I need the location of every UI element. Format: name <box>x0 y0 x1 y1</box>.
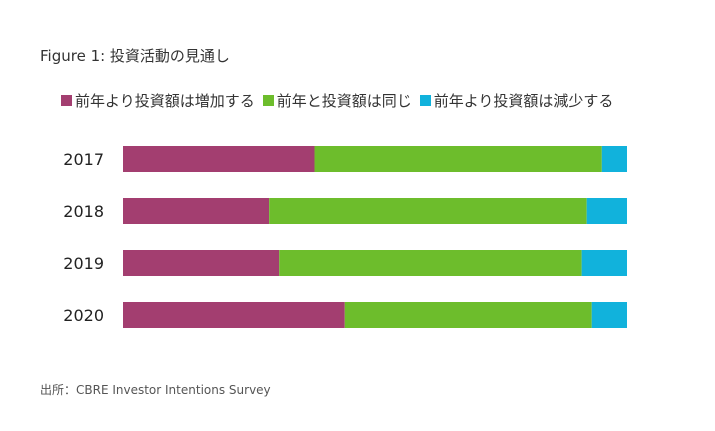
bar-segment-2020-series-2 <box>591 302 627 328</box>
bar-segment-2019-series-0 <box>123 250 280 276</box>
category-label-2019: 2019 <box>63 254 104 273</box>
legend-swatch-increase <box>61 95 72 106</box>
legend-label-increase: 前年より投資額は増加する <box>75 92 255 110</box>
bar-segment-2017-series-0 <box>123 146 315 172</box>
category-label-2018: 2018 <box>63 202 104 221</box>
legend-label-decrease: 前年より投資額は減少する <box>433 92 614 110</box>
legend-item-increase: 前年より投資額は増加する <box>61 90 255 111</box>
legend-swatch-same <box>262 95 274 106</box>
category-label-2017: 2017 <box>63 150 104 169</box>
bar-segment-2020-series-1 <box>344 302 592 328</box>
bar-segment-2020-series-0 <box>123 302 345 328</box>
bar-segment-2017-series-2 <box>601 146 627 172</box>
source-note: 出所：CBRE Investor Intentions Survey <box>40 383 271 397</box>
figure-title: Figure 1: 投資活動の見通し <box>40 47 230 65</box>
bar-segment-2017-series-1 <box>314 146 602 172</box>
legend-swatch-decrease <box>419 95 431 106</box>
legend-label-same: 前年と投資額は同じ <box>276 92 412 110</box>
category-label-2020: 2020 <box>63 306 104 325</box>
legend-item-decrease: 前年より投資額は減少する <box>419 90 614 111</box>
bar-segment-2018-series-1 <box>269 198 587 224</box>
bar-segment-2018-series-2 <box>586 198 627 224</box>
bar-segment-2019-series-1 <box>279 250 582 276</box>
bar-segment-2019-series-2 <box>581 250 627 276</box>
legend: 前年より投資額は増加する 前年と投資額は同じ 前年より投資額は減少する <box>61 90 621 111</box>
legend-item-same: 前年と投資額は同じ <box>262 90 412 111</box>
bar-segment-2018-series-0 <box>123 198 270 224</box>
